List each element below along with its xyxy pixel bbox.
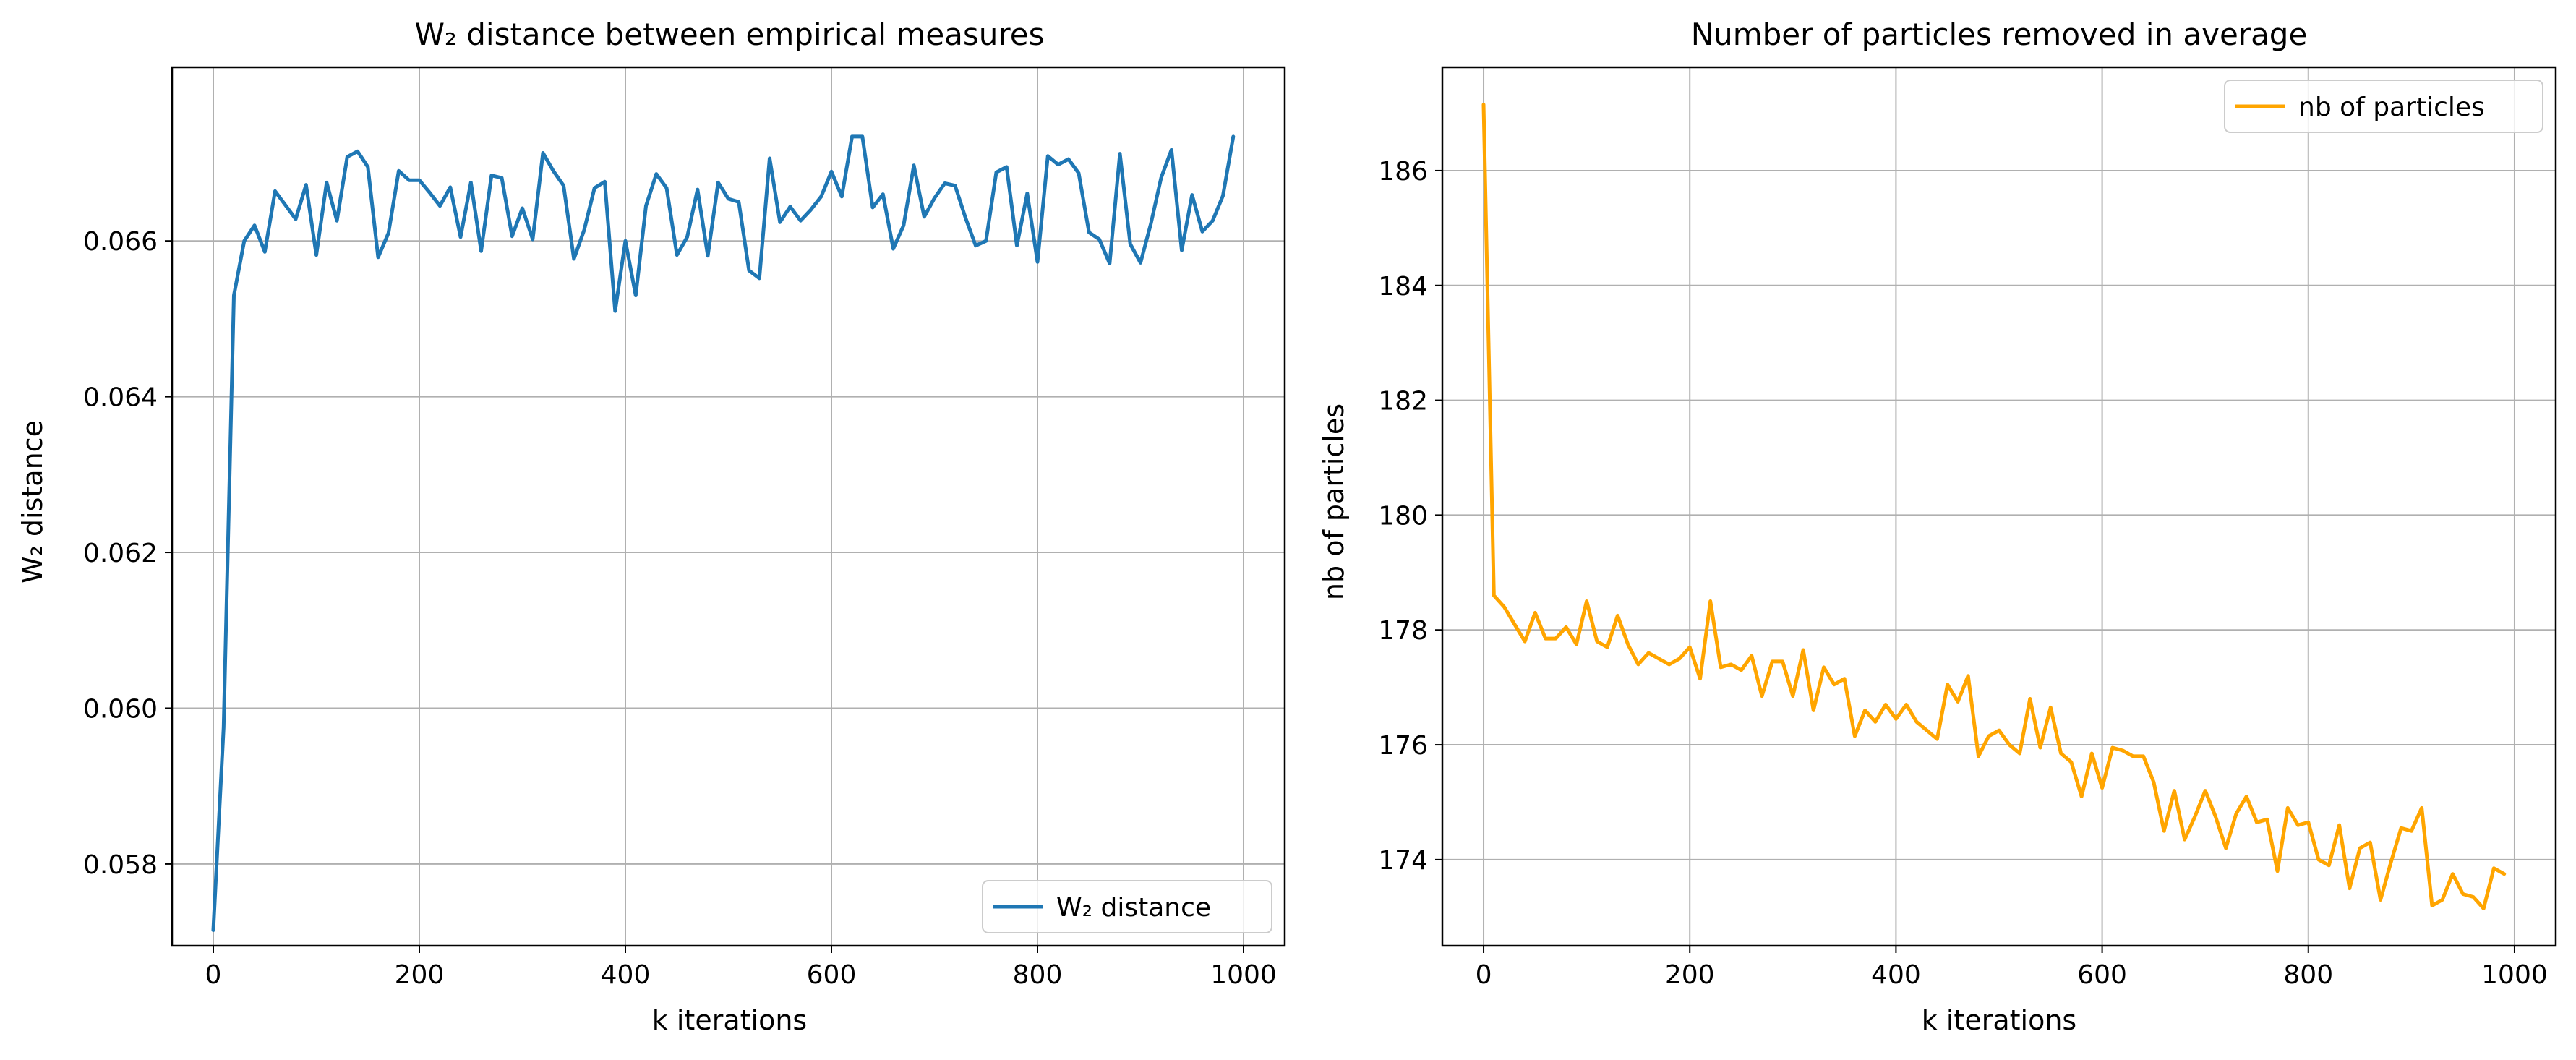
right-plot-area <box>1442 67 2556 946</box>
left-y-tick-label: 0.062 <box>83 539 158 568</box>
right-y-tick-label: 176 <box>1378 731 1428 761</box>
left-y-tick-label: 0.060 <box>83 694 158 724</box>
left-plot-area <box>172 67 1285 946</box>
right-y-tick-label: 184 <box>1378 272 1428 302</box>
left-x-tick-label: 800 <box>1013 960 1063 990</box>
right-chart: 0 200 400 600 800 1000 174 176 178 180 182 184 186 nb… <box>1378 66 2557 990</box>
right-x-tick-label: 600 <box>2077 960 2127 990</box>
left-series-line <box>211 134 1236 932</box>
left-y-tick-label: 0.064 <box>83 383 158 413</box>
left-legend-label: W₂ distance <box>1056 893 1211 923</box>
left-legend-box <box>982 880 1272 933</box>
left-y-tick-label: 0.066 <box>83 227 158 257</box>
left-x-tick-label: 1000 <box>1210 960 1277 990</box>
right-legend-label: nb of particles <box>2298 93 2485 122</box>
right-x-tick-label: 400 <box>1871 960 1921 990</box>
left-x-axis-label: k iterations <box>652 1004 807 1036</box>
left-chart: 0 200 400 600 800 1000 0.058 0.060 0.062 0.064 0.0… <box>83 66 1286 990</box>
right-chart-title: Number of particles removed in average <box>1691 17 2308 52</box>
right-x-tick-label: 1000 <box>2481 960 2548 990</box>
right-series-line <box>1481 103 2507 910</box>
right-legend-box <box>2224 80 2543 133</box>
right-x-tick-label: 200 <box>1665 960 1715 990</box>
right-y-axis-label: nb of particles <box>1318 403 1350 600</box>
right-y-tick-label: 178 <box>1378 616 1428 646</box>
right-x-tick-label: 800 <box>2283 960 2333 990</box>
left-x-tick-label: 600 <box>807 960 857 990</box>
right-y-tick-label: 186 <box>1378 157 1428 187</box>
right-y-tick-label: 174 <box>1378 846 1428 876</box>
right-axes-frame <box>1441 66 2557 947</box>
right-x-axis-label: k iterations <box>1922 1004 2076 1036</box>
right-y-tick-label: 180 <box>1378 501 1428 531</box>
left-y-tick-label: 0.058 <box>83 850 158 880</box>
left-x-tick-label: 0 <box>205 960 222 990</box>
left-y-axis-label: W₂ distance <box>17 420 48 584</box>
left-chart-title: W₂ distance between empirical measures <box>415 17 1045 52</box>
right-x-tick-label: 0 <box>1476 960 1492 990</box>
left-x-tick-label: 200 <box>395 960 445 990</box>
right-y-tick-label: 182 <box>1378 387 1428 416</box>
left-x-tick-label: 400 <box>601 960 651 990</box>
left-axes-frame <box>171 66 1286 947</box>
